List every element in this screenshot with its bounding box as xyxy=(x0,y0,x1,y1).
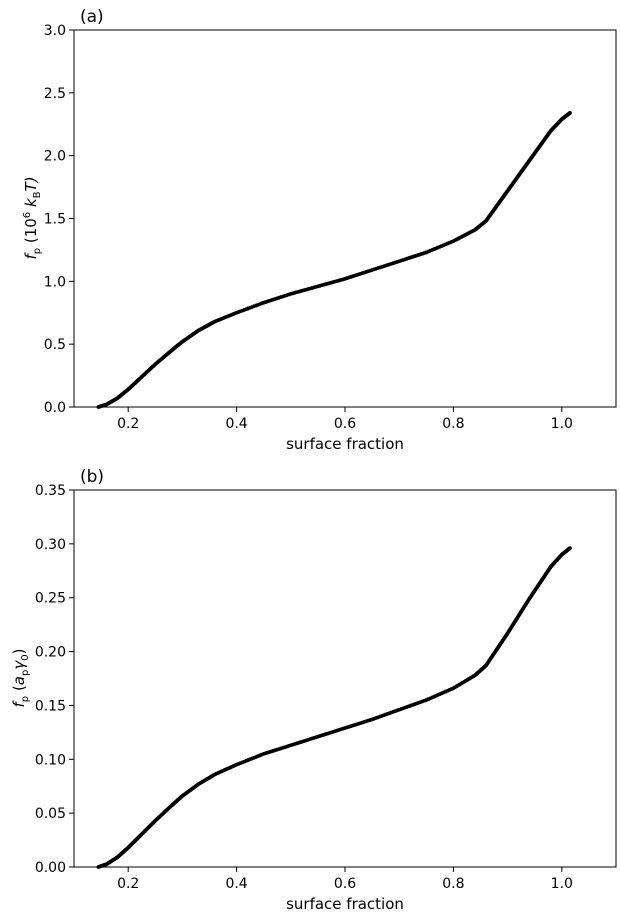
x-tick-label: 0.2 xyxy=(117,876,139,892)
y-tick-label: 3.0 xyxy=(44,23,66,39)
y-tick-label: 0.5 xyxy=(44,337,66,353)
y-tick-label: 0.00 xyxy=(35,860,66,876)
y-tick-label: 0.05 xyxy=(35,806,66,822)
panel-b-ylabel-gamma: γ xyxy=(10,660,28,670)
y-tick-label: 0.20 xyxy=(35,645,66,661)
panel-label-a: (a) xyxy=(80,7,104,27)
panel-label-b: (b) xyxy=(80,467,104,487)
panel-b-ylabel-sub-p2: p xyxy=(20,670,31,676)
panel-b-ylabel-sub-0: 0 xyxy=(20,654,31,660)
x-tick-label: 0.4 xyxy=(225,416,247,432)
panel-b-ylabel-paren-close: ) xyxy=(10,649,28,655)
x-tick-label: 0.4 xyxy=(225,876,247,892)
y-tick-label: 0.10 xyxy=(35,752,66,768)
y-tick-label: 0.15 xyxy=(35,698,66,714)
panel-b: (b) 0.2 0.4 0.6 0.8 1.0 0.00 0.05 0.10 0.15 0.20… xyxy=(10,467,617,912)
panel-b-ylabel-sub-p: p xyxy=(20,696,31,702)
x-tick-label: 0.8 xyxy=(442,876,464,892)
data-point xyxy=(568,546,572,551)
panel-a: (a) 0.2 0.4 0.6 0.8 1.0 0.0 0.5 1.0 1.5 2.0 2.5 3.… xyxy=(22,7,617,453)
x-tick-label: 0.8 xyxy=(442,416,464,432)
panel-b-data-points xyxy=(96,546,572,869)
y-tick-label: 0.25 xyxy=(35,591,66,607)
panel-b-y-axis-label: fp (apγ0) xyxy=(10,649,31,708)
y-tick-label: 1.5 xyxy=(44,212,66,228)
panel-a-ylabel-sub-b: B xyxy=(32,191,43,198)
x-tick-label: 0.6 xyxy=(334,416,356,432)
x-tick-label: 1.0 xyxy=(551,876,573,892)
panel-a-y-axis-label: fp (106 kBT) xyxy=(22,176,43,259)
x-tick-label: 0.2 xyxy=(117,416,139,432)
panel-b-plot-frame xyxy=(73,489,617,868)
panel-a-ylabel-f: f xyxy=(22,252,40,260)
panel-b-x-ticks: 0.2 0.4 0.6 0.8 1.0 xyxy=(117,867,573,892)
panel-a-y-ticks: 0.0 0.5 1.0 1.5 2.0 2.5 3.0 xyxy=(44,23,74,416)
panel-a-ylabel-t: T) xyxy=(22,176,40,191)
y-tick-label: 0.30 xyxy=(35,537,66,553)
y-tick-label: 2.5 xyxy=(44,86,66,102)
panel-a-x-ticks: 0.2 0.4 0.6 0.8 1.0 xyxy=(117,407,573,432)
panel-a-plot-frame xyxy=(73,29,617,408)
y-tick-label: 1.0 xyxy=(44,274,66,290)
panel-a-x-axis-label: surface fraction xyxy=(286,435,404,453)
panel-a-ylabel-sub-p: p xyxy=(32,248,43,254)
y-tick-label: 0.35 xyxy=(35,483,66,499)
panel-a-ylabel-unit-prefix: (10 xyxy=(22,218,40,248)
data-point xyxy=(568,111,572,115)
x-tick-label: 0.6 xyxy=(334,876,356,892)
x-tick-label: 1.0 xyxy=(551,416,573,432)
panel-b-ylabel-a: a xyxy=(10,676,28,685)
panel-b-y-ticks: 0.00 0.05 0.10 0.15 0.20 0.25 0.30 0.35 xyxy=(35,483,74,876)
panel-a-ylabel-exponent: 6 xyxy=(22,212,33,218)
panel-b-ylabel-f: f xyxy=(10,699,28,707)
panel-a-data-points xyxy=(96,111,572,409)
panel-b-x-axis-label: surface fraction xyxy=(286,895,404,912)
y-tick-label: 0.0 xyxy=(44,400,66,416)
y-tick-label: 2.0 xyxy=(44,149,66,165)
panel-b-ylabel-paren-open: ( xyxy=(10,685,28,696)
panel-a-ylabel-k: k xyxy=(22,197,40,212)
